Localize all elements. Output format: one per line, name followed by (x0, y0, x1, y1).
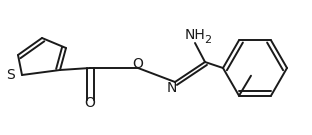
Text: O: O (85, 96, 95, 110)
Text: NH: NH (185, 28, 205, 42)
Text: N: N (167, 81, 177, 95)
Text: O: O (133, 57, 144, 71)
Text: S: S (6, 68, 15, 82)
Text: 2: 2 (204, 35, 212, 45)
